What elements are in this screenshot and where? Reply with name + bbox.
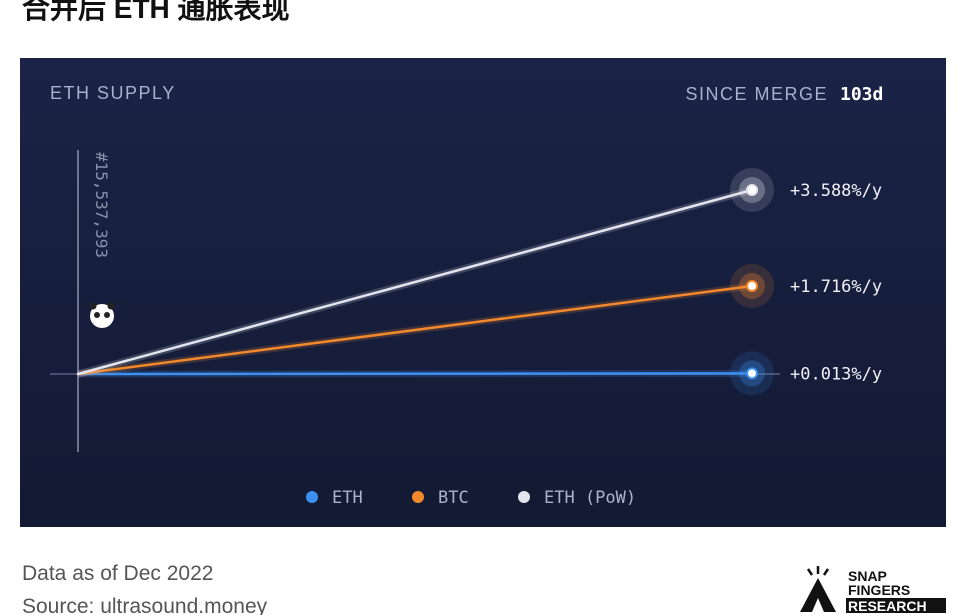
chart-title: ETH SUPPLY [50, 83, 176, 103]
series-line [76, 372, 754, 376]
legend-marker [412, 491, 424, 503]
legend-label: ETH [332, 488, 363, 508]
series-line [76, 284, 754, 376]
end-point [746, 184, 758, 196]
period-label: SINCE MERGE [685, 84, 828, 104]
period-value: 103d [840, 84, 883, 105]
page-title: 合并后 ETH 通胀表现 [22, 0, 290, 24]
legend-label: BTC [438, 488, 469, 508]
value-label: +1.716%/y [790, 277, 882, 297]
value-label: +0.013%/y [790, 364, 882, 384]
series-line [76, 188, 754, 376]
logo-text: RESEARCH [848, 598, 927, 614]
legend-label: ETH (PoW) [544, 488, 636, 508]
logo-text: FINGERS [848, 582, 910, 598]
legend-marker [518, 491, 530, 503]
chart-panel [20, 58, 946, 527]
logo-band [846, 598, 946, 613]
footer-source: Source: ultrasound.money [22, 595, 268, 615]
logo-icon [800, 566, 836, 612]
value-label: +3.588%/y [790, 181, 882, 201]
legend-marker [306, 491, 318, 503]
footer-note: Data as of Dec 2022 [22, 562, 213, 585]
panda-icon [89, 302, 115, 328]
end-point [746, 367, 758, 380]
logo-text: SNAP [848, 568, 887, 584]
end-point [746, 280, 758, 292]
block-annotation: #15,537,393 [92, 152, 111, 258]
